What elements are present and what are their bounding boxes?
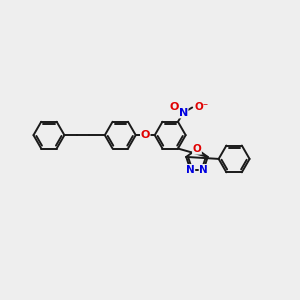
Text: O: O <box>193 144 201 154</box>
Text: O: O <box>141 130 150 140</box>
Text: O: O <box>169 103 178 112</box>
Text: N: N <box>186 164 195 175</box>
Text: N: N <box>199 164 208 175</box>
Text: O⁻: O⁻ <box>195 103 209 112</box>
Text: N: N <box>179 108 188 118</box>
